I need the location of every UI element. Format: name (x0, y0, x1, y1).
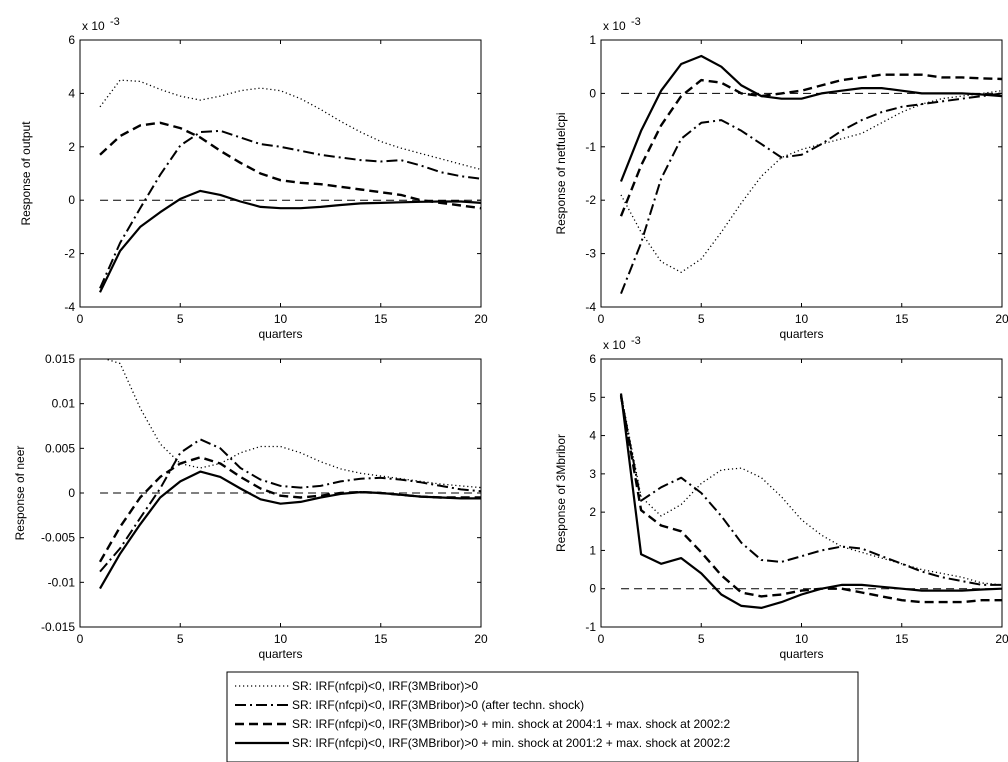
x-tick-label: 0 (598, 312, 605, 326)
y-tick-label: -3 (585, 247, 596, 261)
exponent-label: x 10 (603, 338, 626, 352)
series-line-sr_techn (620, 397, 1002, 586)
y-tick-label: -0.015 (41, 620, 75, 634)
y-tick-label: 6 (68, 33, 75, 47)
y-tick-label: -1 (585, 620, 596, 634)
y-tick-label: 2 (589, 505, 596, 519)
series-line-sr_2001 (619, 54, 1002, 182)
series-line-sr_techn (99, 129, 481, 289)
x-tick-label: 10 (795, 632, 809, 646)
y-tick-label: 0 (68, 486, 75, 500)
x-tick-label: 20 (474, 312, 488, 326)
series-line-sr_base (620, 90, 1002, 273)
series-line-sr_techn (99, 438, 481, 573)
y-tick-label: -4 (585, 300, 596, 314)
legend-label: SR: IRF(nfcpi)<0, IRF(3MBribor)>0 + min.… (292, 717, 731, 731)
series-line-sr_base (99, 79, 481, 171)
exponent-power: -3 (631, 335, 641, 347)
x-tick-label: 20 (995, 632, 1008, 646)
x-tick-label: 15 (374, 632, 388, 646)
axes-frame (79, 39, 482, 308)
series-line-sr_2001 (619, 393, 1002, 610)
x-tick-label: 15 (895, 312, 909, 326)
y-tick-label: -0.01 (48, 575, 76, 589)
x-tick-label: 10 (274, 632, 288, 646)
plot-area (619, 54, 1002, 294)
series-line-sr_2004 (619, 73, 1002, 217)
x-tick-label: 5 (177, 312, 184, 326)
y-tick-label: 5 (589, 390, 596, 404)
series-line-sr_2001 (99, 470, 481, 590)
legend-box (226, 671, 859, 762)
series-line-sr_base (620, 393, 1002, 586)
y-tick-label: 3 (589, 467, 596, 481)
plot-area (99, 79, 481, 293)
x-axis-label: quarters (779, 647, 823, 661)
x-tick-label: 5 (698, 312, 705, 326)
y-tick-label: 0.01 (52, 397, 76, 411)
series-line-sr_2004 (99, 121, 481, 210)
axes-frame (600, 358, 1003, 628)
y-tick-label: 2 (68, 140, 75, 154)
subplot-neer: 0 5 10 15 20 -0.015 -0.01 -0.005 0 0.005 0.01 0.015… (13, 352, 488, 661)
legend-label: SR: IRF(nfcpi)<0, IRF(3MBribor)>0 (292, 679, 478, 693)
y-tick-label: -1 (585, 140, 596, 154)
x-tick-label: 0 (598, 632, 605, 646)
y-tick-label: 1 (589, 543, 596, 557)
y-tick-label: 0.015 (45, 352, 75, 366)
x-tick-label: 15 (895, 632, 909, 646)
y-tick-label: 0 (589, 582, 596, 596)
plot-area (619, 393, 1002, 610)
x-tick-label: 15 (374, 312, 388, 326)
y-axis-label: Response of output (19, 121, 33, 226)
exponent-power: -3 (110, 16, 120, 28)
exponent-label: x 10 (603, 19, 626, 33)
exponent-label: x 10 (82, 19, 105, 33)
y-tick-label: 0 (68, 193, 75, 207)
y-tick-label: 1 (589, 33, 596, 47)
series-line-sr_2001 (99, 189, 481, 293)
plot-area (98, 359, 481, 590)
y-tick-label: 6 (589, 352, 596, 366)
x-axis-label: quarters (779, 327, 823, 341)
axes-frame (600, 39, 1003, 308)
y-axis-label: Response of netfuelcpi (554, 112, 568, 234)
y-tick-label: -4 (64, 300, 75, 314)
y-tick-label: 4 (68, 86, 75, 100)
x-tick-label: 10 (274, 312, 288, 326)
y-tick-label: 0 (589, 86, 596, 100)
y-tick-label: -0.005 (41, 531, 75, 545)
y-axis-label: Response of neer (13, 446, 27, 541)
x-tick-label: 20 (995, 312, 1008, 326)
y-tick-label: 4 (589, 429, 596, 443)
x-tick-label: 20 (474, 632, 488, 646)
x-tick-label: 5 (177, 632, 184, 646)
y-tick-label: 0.005 (45, 441, 75, 455)
y-tick-label: -2 (585, 193, 596, 207)
exponent-power: -3 (631, 16, 641, 28)
y-tick-label: -2 (64, 247, 75, 261)
x-axis-label: quarters (258, 327, 302, 341)
legend-label: SR: IRF(nfcpi)<0, IRF(3MBribor)>0 (after… (292, 698, 584, 712)
subplot-output: 0 5 10 15 20 -4 -2 0 2 4 6 x 10 -3 quarters Response o… (19, 16, 488, 341)
x-tick-label: 5 (698, 632, 705, 646)
legend-label: SR: IRF(nfcpi)<0, IRF(3MBribor)>0 + min.… (292, 736, 731, 750)
y-axis-label: Response of 3Mbribor (554, 434, 568, 552)
x-tick-label: 0 (77, 312, 84, 326)
x-tick-label: 0 (77, 632, 84, 646)
legend: SR: IRF(nfcpi)<0, IRF(3MBribor)>0 SR: IRF… (226, 671, 859, 762)
series-line-sr_techn (620, 92, 1002, 294)
x-axis-label: quarters (258, 647, 302, 661)
subplot-netfuelcpi: 0 5 10 15 20 -4 -3 -2 -1 0 1 x 10 -3 quarters Response… (554, 16, 1008, 341)
x-tick-label: 10 (795, 312, 809, 326)
